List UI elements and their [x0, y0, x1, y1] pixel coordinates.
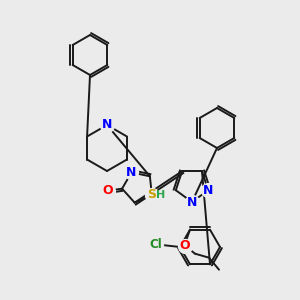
- Text: O: O: [180, 239, 190, 252]
- Text: S: S: [147, 188, 156, 202]
- Text: Cl: Cl: [150, 238, 162, 251]
- Text: N: N: [203, 184, 213, 197]
- Text: O: O: [103, 184, 113, 197]
- Text: N: N: [126, 166, 137, 179]
- Text: H: H: [156, 190, 165, 200]
- Text: N: N: [102, 118, 112, 131]
- Text: N: N: [187, 196, 197, 208]
